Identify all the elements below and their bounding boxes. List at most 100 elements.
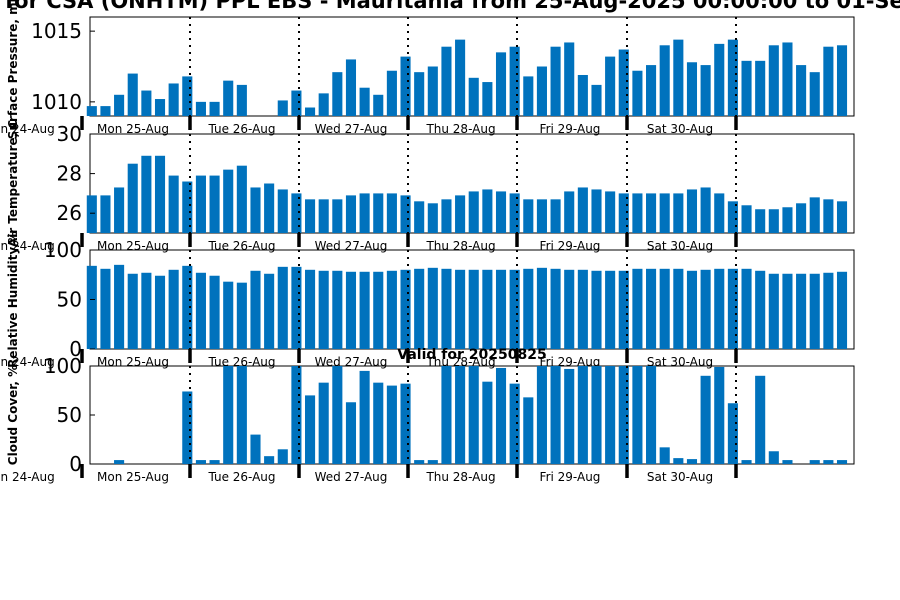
bar	[114, 460, 125, 464]
bar	[782, 42, 793, 116]
bar	[823, 272, 834, 349]
bar	[86, 195, 97, 233]
bar	[455, 39, 466, 116]
x-tick-label: Sun 24-Aug	[0, 122, 55, 136]
bar	[564, 269, 575, 349]
bar	[414, 268, 425, 349]
bar	[523, 268, 534, 349]
bar	[809, 273, 820, 349]
bar	[482, 82, 493, 116]
bar	[468, 191, 479, 233]
bar	[509, 46, 520, 117]
bar	[632, 193, 643, 233]
bar	[182, 76, 193, 116]
bar	[400, 269, 411, 349]
panel-1: 1010 1015 Sun 24-Aug Mon 25-Aug Tue 26-Aug We…	[0, 0, 855, 139]
bar	[154, 155, 166, 233]
bar	[632, 366, 643, 464]
bar	[141, 90, 152, 116]
bar	[686, 62, 698, 116]
bar	[577, 187, 588, 233]
bar	[577, 74, 588, 116]
bar	[359, 87, 370, 116]
bar	[659, 45, 670, 116]
y-tick-label: 100	[44, 238, 82, 262]
bar	[564, 191, 575, 233]
bar	[318, 93, 329, 116]
bar	[700, 269, 711, 349]
bar	[727, 39, 738, 116]
bar	[223, 366, 234, 464]
bar	[809, 72, 820, 116]
x-tick-label: Sun 24-Aug	[0, 239, 55, 253]
bar	[809, 460, 820, 464]
bar	[509, 193, 520, 233]
y-tick-label: 50	[57, 403, 82, 427]
bar	[536, 199, 547, 233]
bar	[345, 195, 357, 233]
bar	[714, 268, 725, 349]
x-tick-label: Sat 30-Aug	[647, 355, 713, 369]
bar	[482, 269, 493, 349]
bar	[659, 193, 670, 233]
bar	[523, 397, 534, 464]
bar	[727, 201, 738, 233]
bar	[823, 460, 834, 464]
bar	[618, 366, 629, 464]
bar	[427, 66, 438, 116]
bar	[686, 189, 698, 233]
bar	[564, 368, 575, 464]
bar	[618, 270, 629, 349]
bar	[686, 459, 698, 464]
bar	[332, 199, 343, 233]
bar	[114, 187, 125, 233]
x-tick-label: Sat 30-Aug	[647, 239, 713, 253]
bar	[264, 456, 275, 464]
bar	[605, 270, 616, 349]
x-tick-label: Wed 27-Aug	[315, 470, 388, 484]
bar	[114, 94, 125, 116]
bar	[495, 367, 507, 464]
chart-title: for CSA (ONHTM) PPL EBS - Mauritania fro…	[5, 0, 900, 13]
bar	[455, 366, 466, 464]
bar	[236, 282, 247, 349]
bar	[182, 265, 193, 349]
bar	[836, 201, 848, 233]
bar	[345, 59, 357, 116]
bar	[441, 268, 452, 349]
y-tick-label: 50	[57, 288, 82, 312]
bar	[823, 199, 834, 233]
bar	[591, 270, 602, 349]
bar	[195, 272, 206, 349]
bar	[373, 271, 384, 349]
y-axis-label: Relative Humidity,%	[6, 231, 20, 368]
bar	[195, 460, 206, 464]
bar	[277, 100, 288, 116]
bar	[646, 193, 657, 233]
bar	[400, 56, 411, 116]
bar	[100, 106, 111, 116]
bar	[700, 375, 711, 464]
x-tick-label: Wed 27-Aug	[315, 239, 388, 253]
bar	[823, 46, 834, 117]
bar	[318, 382, 329, 464]
x-tick-label: Tue 26-Aug	[207, 239, 275, 253]
bar	[577, 366, 588, 464]
bar	[277, 449, 288, 464]
bar	[700, 65, 711, 116]
bar	[427, 267, 438, 349]
bar	[209, 275, 220, 349]
bar	[768, 451, 779, 464]
bar	[195, 101, 206, 116]
bar	[632, 268, 643, 349]
x-tick-label: Mon 25-Aug	[97, 355, 169, 369]
bar	[741, 268, 752, 349]
bar	[141, 272, 152, 349]
y-tick-label: 28	[57, 162, 82, 186]
bar	[359, 193, 370, 233]
bar	[618, 49, 629, 116]
x-tick-label: Sun 24-Aug	[0, 470, 55, 484]
bar	[455, 195, 466, 233]
bar	[714, 193, 725, 233]
